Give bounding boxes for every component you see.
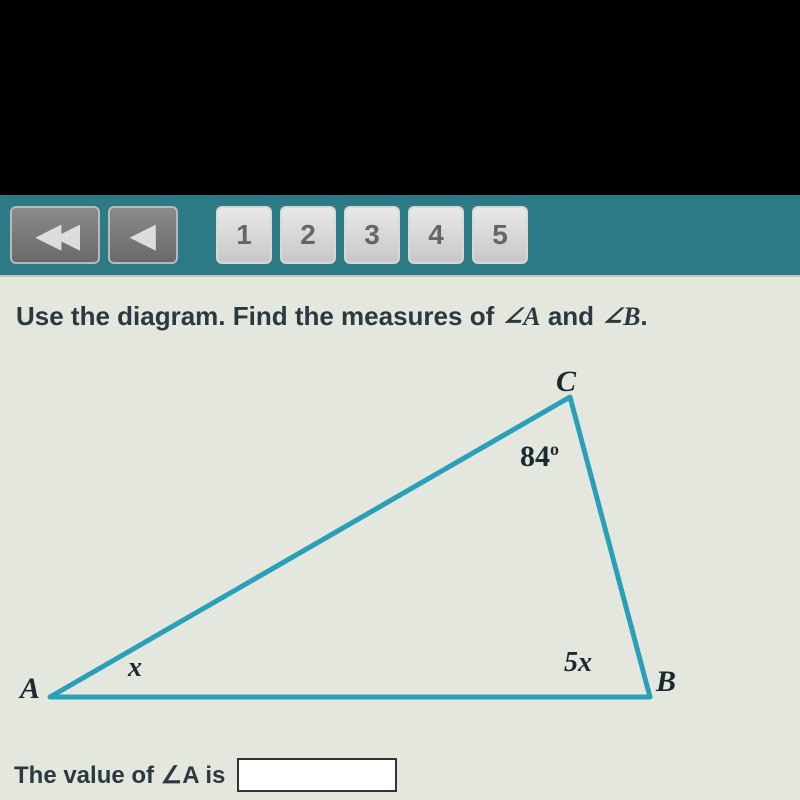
question-prefix: Use the diagram. Find the measures of [16, 301, 501, 331]
content-panel: Use the diagram. Find the measures of ∠A… [0, 275, 800, 800]
vertex-a-label: A [20, 672, 40, 706]
question-text: Use the diagram. Find the measures of ∠A… [16, 299, 774, 334]
page-1-button[interactable]: 1 [216, 206, 272, 264]
triangle-svg [20, 377, 720, 737]
vertex-b-label: B [656, 665, 676, 699]
question-suffix: . [640, 301, 647, 331]
vertex-c-label: C [556, 365, 576, 399]
answer-prompt-text: The value of ∠A is [14, 761, 225, 790]
triangle-diagram: C 84o x 5x A B [20, 377, 720, 737]
back-button[interactable]: ◀ [108, 206, 178, 264]
page-5-button[interactable]: 5 [472, 206, 528, 264]
answer-input[interactable] [237, 758, 397, 792]
answer-prompt: The value of ∠A is [14, 758, 397, 792]
question-mid: and [541, 301, 602, 331]
angle-c-value: 84o [520, 439, 559, 474]
rewind-button[interactable]: ◀◀ [10, 206, 100, 264]
angle-b-symbol: ∠B [601, 302, 640, 331]
angle-a-symbol: ∠A [501, 302, 540, 331]
nav-toolbar: ◀◀ ◀ 1 2 3 4 5 [0, 195, 800, 275]
letterbox-top [0, 0, 800, 195]
angle-a-value: x [128, 652, 142, 684]
page-2-button[interactable]: 2 [280, 206, 336, 264]
angle-b-value: 5x [564, 647, 592, 679]
page-3-button[interactable]: 3 [344, 206, 400, 264]
page-4-button[interactable]: 4 [408, 206, 464, 264]
